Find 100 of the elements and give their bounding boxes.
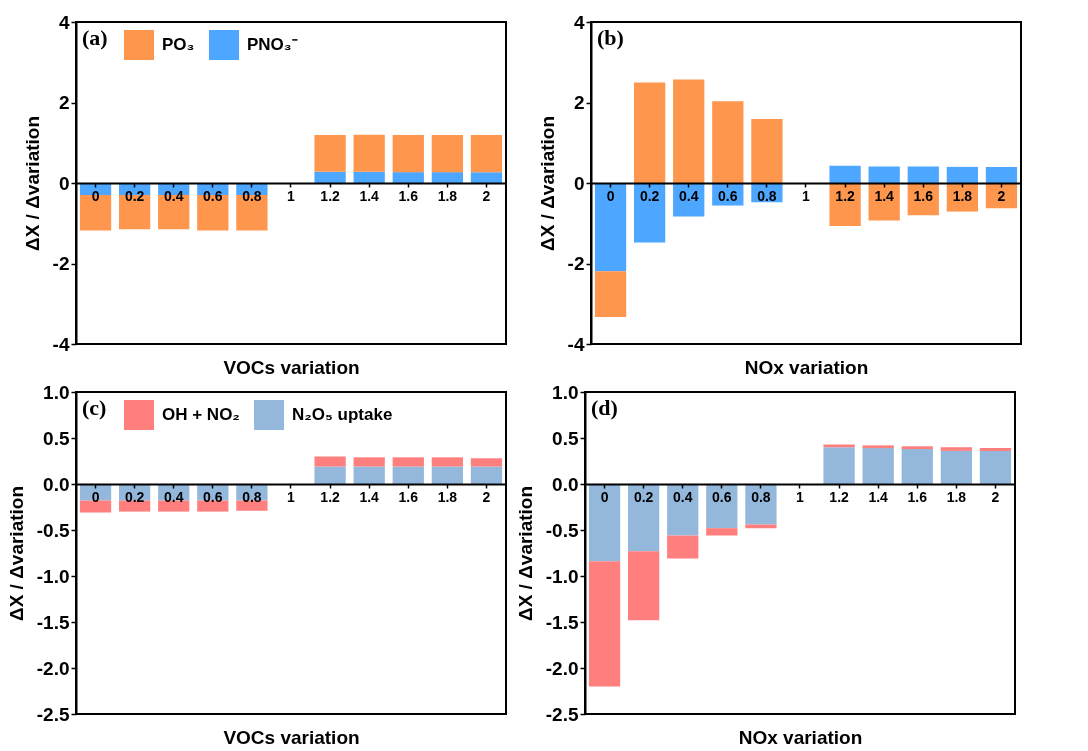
x-tick-label: 0.8 — [757, 187, 777, 204]
bar — [470, 458, 503, 467]
bar — [470, 135, 503, 173]
x-tick-label: 0.6 — [203, 488, 223, 505]
y-axis-title: ΔX / Δvariation — [21, 115, 43, 252]
y-tick-label: 0.0 — [43, 473, 70, 495]
bar — [314, 456, 346, 467]
bar — [353, 171, 385, 183]
y-tick-label: -2.5 — [36, 703, 70, 725]
y-tick-label: -0.5 — [36, 519, 70, 541]
bar — [392, 172, 424, 183]
bar — [862, 445, 894, 449]
x-tick-label: 0.4 — [678, 187, 699, 204]
y-tick-label: -4 — [52, 333, 70, 355]
y-tick-label: -0.5 — [545, 519, 579, 541]
x-tick-label: 1.4 — [874, 187, 895, 204]
bar — [868, 166, 900, 183]
legend-label: OH + NO₂ — [162, 405, 240, 424]
legend-label: PO₃ — [162, 35, 195, 54]
x-tick-label: 0 — [606, 187, 615, 204]
bar — [634, 183, 666, 243]
x-axis-title: NOx variation — [744, 356, 869, 378]
y-tick-label: -2.5 — [545, 703, 579, 725]
x-tick-label: 1 — [287, 488, 296, 505]
bar — [392, 466, 424, 484]
x-tick-label: 1.6 — [398, 488, 419, 505]
bar — [431, 135, 463, 173]
bar — [588, 561, 621, 687]
bar — [353, 457, 385, 467]
x-tick-label: 2 — [482, 488, 491, 505]
x-tick-label: 1 — [287, 187, 296, 204]
x-tick-label: 2 — [991, 488, 1000, 505]
bar — [673, 79, 705, 183]
y-axis-title: ΔX / Δvariation — [5, 485, 27, 622]
bar — [745, 524, 777, 529]
y-tick-label: -2 — [567, 253, 585, 274]
bar — [901, 446, 933, 450]
bar — [901, 449, 933, 484]
x-tick-label: 0.8 — [751, 488, 771, 505]
bar — [862, 448, 894, 484]
x-axis-title: VOCs variation — [223, 726, 360, 748]
bar — [392, 457, 424, 467]
y-tick-label: 2 — [573, 92, 585, 113]
x-tick-label: 0.2 — [633, 488, 654, 505]
x-tick-label: 0.2 — [124, 488, 145, 505]
bar — [470, 466, 503, 484]
bar — [119, 500, 151, 512]
y-axis-title: ΔX / Δvariation — [514, 485, 536, 622]
y-axis-title: ΔX / Δvariation — [536, 115, 558, 252]
y-tick-label: 0.0 — [552, 473, 579, 495]
y-tick-label: -1.5 — [545, 611, 579, 633]
y-tick-label: -1.0 — [36, 565, 70, 587]
bar — [594, 271, 627, 318]
bar — [431, 466, 463, 484]
bar — [314, 466, 346, 484]
y-tick-label: 1.0 — [43, 381, 70, 403]
bar — [431, 172, 463, 183]
annotation: (d) — [591, 395, 618, 420]
bar — [628, 551, 660, 621]
x-tick-label: 1.4 — [359, 187, 380, 204]
y-tick-label: -1.0 — [545, 565, 579, 587]
x-tick-label: 0 — [91, 488, 100, 505]
x-tick-label: 1.8 — [946, 488, 967, 505]
x-tick-label: 2 — [482, 187, 491, 204]
bar — [79, 500, 112, 513]
y-tick-label: 4 — [58, 11, 70, 33]
bar — [979, 448, 1012, 451]
bar — [314, 135, 346, 172]
bar — [353, 466, 385, 484]
annotation: (b) — [597, 25, 624, 50]
x-tick-label: 1.2 — [320, 488, 341, 505]
bar — [667, 535, 699, 559]
x-tick-label: 1.4 — [868, 488, 889, 505]
y-tick-label: 0.5 — [552, 427, 579, 449]
y-tick-label: 4 — [573, 11, 585, 33]
bar — [431, 457, 463, 467]
bar — [979, 450, 1012, 484]
bar — [634, 82, 666, 183]
annotation: (a) — [82, 25, 108, 50]
x-tick-label: 1.4 — [359, 488, 380, 505]
x-tick-label: 0.4 — [163, 488, 184, 505]
bar — [236, 500, 268, 511]
bar — [706, 528, 738, 536]
x-tick-label: 1.6 — [907, 488, 928, 505]
y-tick-label: 0.5 — [43, 427, 70, 449]
bar — [594, 183, 627, 272]
legend-label: PNO₃⁻ — [247, 35, 298, 54]
x-tick-label: 1.6 — [913, 187, 934, 204]
x-tick-label: 1.2 — [320, 187, 341, 204]
bar — [470, 172, 503, 183]
x-tick-label: 1 — [802, 187, 811, 204]
y-tick-label: -2.0 — [36, 657, 70, 679]
x-tick-label: 1.2 — [835, 187, 856, 204]
y-tick-label: 2 — [58, 92, 70, 113]
bar — [940, 447, 972, 451]
bar — [823, 444, 855, 448]
x-tick-label: 1.8 — [437, 187, 458, 204]
x-tick-label: 0.4 — [672, 488, 693, 505]
annotation: (c) — [82, 395, 107, 420]
bar — [823, 447, 855, 484]
